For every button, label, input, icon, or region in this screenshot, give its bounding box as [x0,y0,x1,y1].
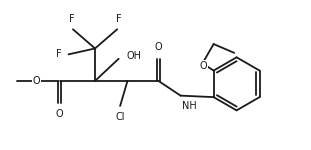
Text: O: O [56,110,63,120]
Text: NH: NH [182,101,197,111]
Text: O: O [155,42,162,52]
Text: F: F [56,49,62,59]
Text: F: F [69,14,74,24]
Text: O: O [199,61,207,71]
Text: Cl: Cl [115,112,125,122]
Text: F: F [116,14,122,24]
Text: O: O [32,76,40,86]
Text: OH: OH [127,51,142,61]
